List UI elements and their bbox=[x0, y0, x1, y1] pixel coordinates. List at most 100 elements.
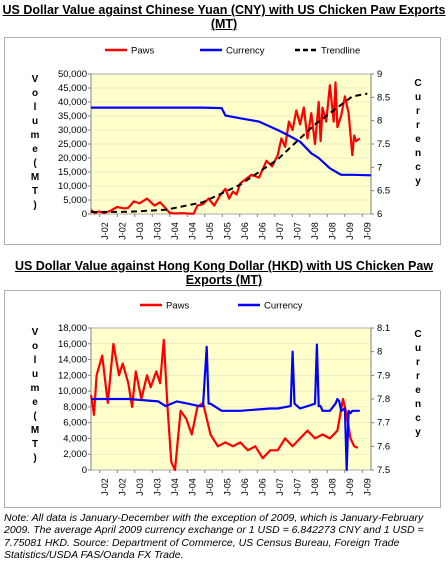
y2-tick-label: 8.5 bbox=[377, 92, 390, 103]
y2-axis-title-letter: r bbox=[416, 120, 420, 131]
y-axis-title-letter: T bbox=[32, 186, 38, 197]
y2-tick-label: 6 bbox=[377, 209, 382, 220]
y-axis-title-letter: m bbox=[31, 130, 40, 141]
y2-axis-title-letter: u bbox=[415, 92, 421, 103]
y-axis-title-letter: ) bbox=[33, 200, 36, 211]
y-axis-title-letter: V bbox=[32, 327, 39, 338]
y-axis-title-letter: l bbox=[34, 102, 37, 113]
y-tick-label: 30,000 bbox=[58, 125, 87, 136]
y-tick-label: 4,000 bbox=[63, 433, 87, 444]
x-tick-label: J-02 bbox=[117, 478, 127, 496]
y2-axis-title-letter: c bbox=[415, 162, 421, 173]
y-tick-label: 0 bbox=[82, 209, 87, 220]
x-tick-label: J-04 bbox=[170, 478, 180, 496]
y2-axis-title-letter: e bbox=[415, 385, 421, 396]
legend-label-trendline: Trendline bbox=[321, 46, 360, 57]
y-axis-title-letter: ( bbox=[33, 158, 37, 169]
y-axis-title-letter: o bbox=[32, 88, 38, 99]
x-tick-label: J-07 bbox=[275, 478, 285, 496]
x-tick-label: J-09 bbox=[362, 478, 372, 496]
y2-tick-label: 7.6 bbox=[377, 441, 390, 452]
y-tick-label: 0 bbox=[82, 465, 87, 476]
y-axis-title-letter: l bbox=[34, 355, 37, 366]
chart-svg-cny: 0 5,000 10,000 15,000 20,000 25,000 30,000 35,0… bbox=[31, 46, 422, 240]
y2-axis-title-letter: C bbox=[414, 78, 421, 89]
legend-label-paws: Paws bbox=[166, 301, 189, 312]
y2-axis-title-letter: y bbox=[415, 176, 421, 187]
chart-panel-cny: 0 5,000 10,000 15,000 20,000 25,000 30,000 35,0… bbox=[4, 37, 441, 245]
y-tick-label: 2,000 bbox=[63, 449, 87, 460]
y-tick-label: 8,000 bbox=[63, 402, 87, 413]
x-tick-label: J-04 bbox=[187, 478, 197, 496]
x-tick-label: J-03 bbox=[135, 222, 145, 240]
x-tick-label: J-06 bbox=[257, 478, 267, 496]
x-tick-label: J-04 bbox=[187, 222, 197, 240]
y2-tick-label: 7.8 bbox=[377, 394, 390, 405]
y-axis-title-letter: u bbox=[32, 369, 38, 380]
x-tick-label: J-02 bbox=[100, 478, 110, 496]
x-tick-label: J-06 bbox=[257, 222, 267, 240]
y2-axis-title-letter: n bbox=[415, 399, 421, 410]
y-axis-title-letter: V bbox=[32, 74, 39, 85]
y-tick-label: 35,000 bbox=[58, 111, 87, 122]
x-tick-label: J-07 bbox=[292, 478, 302, 496]
y-tick-label: 50,000 bbox=[58, 69, 87, 80]
y-tick-label: 25,000 bbox=[58, 139, 87, 150]
y2-axis-title-letter: r bbox=[416, 371, 420, 382]
x-tick-label: J-02 bbox=[117, 222, 127, 240]
x-tick-label: J-09 bbox=[362, 222, 372, 240]
y2-tick-label: 7.5 bbox=[377, 139, 390, 150]
x-tick-label: J-05 bbox=[222, 478, 232, 496]
series-line-currency bbox=[91, 343, 360, 472]
chart-svg-hkd: 0 2,000 4,000 6,000 8,000 10,000 12,000 14,000 1… bbox=[31, 301, 422, 496]
y-axis-title-letter: T bbox=[32, 439, 38, 450]
y-tick-label: 45,000 bbox=[58, 83, 87, 94]
y-axis-title-letter: M bbox=[31, 172, 39, 183]
y-tick-label: 10,000 bbox=[58, 386, 87, 397]
series-line-currency bbox=[91, 106, 372, 177]
x-tick-label: J-09 bbox=[345, 478, 355, 496]
chart-panel-hkd: 0 2,000 4,000 6,000 8,000 10,000 12,000 14,000 1… bbox=[4, 290, 441, 508]
x-tick-label: J-03 bbox=[152, 222, 162, 240]
x-tick-label: J-07 bbox=[292, 222, 302, 240]
y2-tick-label: 8.1 bbox=[377, 323, 390, 334]
x-tick-label: J-08 bbox=[327, 222, 337, 240]
y-tick-label: 20,000 bbox=[58, 153, 87, 164]
series-line-paws bbox=[89, 338, 359, 472]
y2-tick-label: 9 bbox=[377, 69, 382, 80]
y2-axis-title-letter: y bbox=[415, 427, 421, 438]
y-axis-title-letter: e bbox=[32, 144, 38, 155]
x-tick-label: J-08 bbox=[310, 478, 320, 496]
y-tick-label: 10,000 bbox=[58, 181, 87, 192]
x-tick-label: J-06 bbox=[240, 478, 250, 496]
y-tick-label: 5,000 bbox=[63, 195, 87, 206]
x-tick-label: J-09 bbox=[345, 222, 355, 240]
y2-axis-title-letter: e bbox=[415, 134, 421, 145]
legend-label-currency: Currency bbox=[226, 46, 265, 57]
y2-axis-title-letter: C bbox=[414, 329, 421, 340]
x-tick-label: J-08 bbox=[327, 478, 337, 496]
y2-axis-title-letter: r bbox=[416, 357, 420, 368]
y-tick-label: 12,000 bbox=[58, 370, 87, 381]
y-axis-title-letter: ( bbox=[33, 411, 37, 422]
y-axis-title-letter: e bbox=[32, 397, 38, 408]
chart-title-cny: US Dollar Value against Chinese Yuan (CN… bbox=[2, 3, 446, 31]
y2-tick-label: 8 bbox=[377, 347, 382, 358]
x-tick-label: J-05 bbox=[205, 478, 215, 496]
legend-label-paws: Paws bbox=[131, 46, 154, 57]
y2-tick-label: 7.9 bbox=[377, 370, 390, 381]
x-tick-label: J-04 bbox=[170, 222, 180, 240]
y2-tick-label: 7.5 bbox=[377, 465, 390, 476]
y-tick-label: 40,000 bbox=[58, 97, 87, 108]
y2-axis-title-letter: c bbox=[415, 413, 421, 424]
source-note: Note: All data is January-December with … bbox=[4, 512, 424, 561]
x-tick-label: J-05 bbox=[222, 222, 232, 240]
x-tick-label: J-06 bbox=[240, 222, 250, 240]
y-axis-title-letter: u bbox=[32, 116, 38, 127]
y-tick-label: 14,000 bbox=[58, 355, 87, 366]
series-line-paws bbox=[90, 81, 361, 215]
y-tick-label: 16,000 bbox=[58, 339, 87, 350]
x-tick-label: J-07 bbox=[275, 222, 285, 240]
y2-axis-title-letter: u bbox=[415, 343, 421, 354]
chart-title-hkd: US Dollar Value against Hong Kong Dollar… bbox=[14, 259, 434, 287]
